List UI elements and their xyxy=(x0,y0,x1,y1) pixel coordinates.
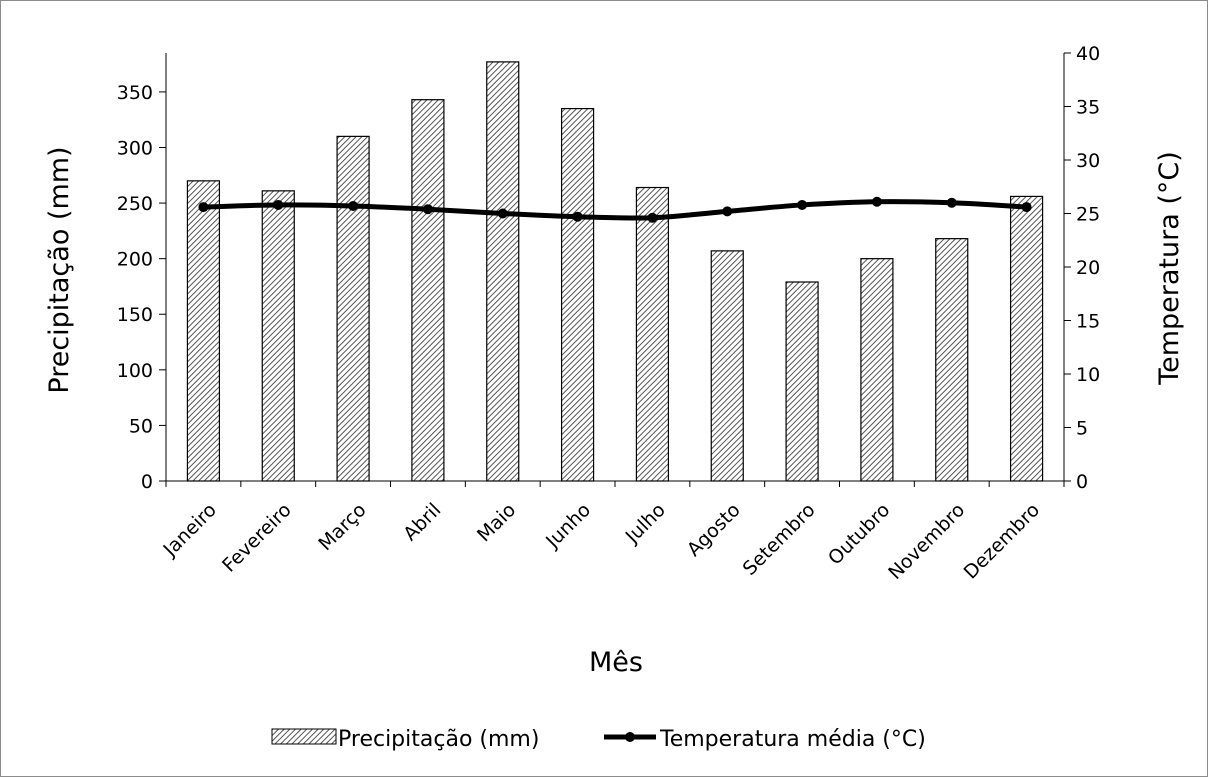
legend-swatch-precipitacao xyxy=(271,728,337,745)
temperature-point-agosto xyxy=(722,206,733,217)
bar-series xyxy=(186,61,1044,482)
y-tick-label: 150 xyxy=(117,304,153,326)
x-tick-label-março: Março xyxy=(314,499,370,555)
bar-março xyxy=(336,135,370,482)
x-axis-title: Mês xyxy=(589,647,643,678)
y-tick-label: 50 xyxy=(129,415,153,437)
y2-tick-label: 30 xyxy=(1076,150,1100,172)
temperature-point-janeiro xyxy=(198,202,209,213)
x-tick-label-junho: Junho xyxy=(541,499,595,553)
x-tick-label-novembro: Novembro xyxy=(884,499,969,584)
x-tick-label-janeiro: Janeiro xyxy=(159,499,221,561)
y-tick-label: 300 xyxy=(117,137,153,159)
y-tick-label: 200 xyxy=(117,249,153,271)
temperature-point-junho xyxy=(572,211,583,222)
temperature-point-fevereiro xyxy=(273,199,284,210)
temperature-line xyxy=(203,199,1027,221)
temperature-point-março xyxy=(348,201,359,212)
line-series xyxy=(198,196,1032,223)
temperature-point-abril xyxy=(422,204,433,215)
x-tick-label-fevereiro: Fevereiro xyxy=(218,499,296,577)
bar-agosto xyxy=(710,250,744,482)
bar-dezembro xyxy=(1009,195,1044,482)
x-tick-label-abril: Abril xyxy=(399,499,445,545)
y-tick-label: 100 xyxy=(117,360,153,382)
x-tick-label-outubro: Outubro xyxy=(824,499,894,569)
y2-tick-label: 35 xyxy=(1076,97,1100,119)
bar-julho xyxy=(635,186,670,482)
y-axis-title: Precipitação (mm) xyxy=(44,146,75,393)
legend-marker-temperatura xyxy=(625,732,635,742)
bar-outubro xyxy=(860,258,894,482)
temperature-point-outubro xyxy=(871,196,882,207)
x-tick-label-maio: Maio xyxy=(473,499,520,546)
temperature-point-maio xyxy=(497,208,508,219)
legend: Precipitação (mm) Temperatura média (°C) xyxy=(271,727,926,752)
y2-tick-label: 15 xyxy=(1076,311,1100,333)
y2-axis-title: Temperatura (°C) xyxy=(1154,151,1185,386)
temperature-point-setembro xyxy=(797,199,808,210)
y2-tick-label: 5 xyxy=(1076,418,1088,440)
temperature-point-julho xyxy=(647,212,658,223)
bar-setembro xyxy=(785,281,819,482)
bar-junho xyxy=(560,107,595,482)
bar-fevereiro xyxy=(261,190,295,482)
legend-label-precipitacao: Precipitação (mm) xyxy=(338,727,539,752)
x-tick-label-setembro: Setembro xyxy=(739,499,820,580)
bar-novembro xyxy=(935,238,969,482)
y2-tick-label: 25 xyxy=(1076,204,1100,226)
bar-maio xyxy=(486,61,520,482)
y2-tick-label: 20 xyxy=(1076,257,1100,279)
x-tick-label-agosto: Agosto xyxy=(683,499,745,561)
x-tick-label-julho: Julho xyxy=(621,499,670,548)
y-tick-label: 350 xyxy=(117,82,153,104)
y2-tick-label: 0 xyxy=(1076,471,1088,493)
y-tick-label: 0 xyxy=(141,471,153,493)
y2-tick-label: 10 xyxy=(1076,364,1100,386)
bar-abril xyxy=(411,99,445,482)
y-tick-label: 250 xyxy=(117,193,153,215)
legend-label-temperatura: Temperatura média (°C) xyxy=(659,727,926,752)
x-tick-label-dezembro: Dezembro xyxy=(960,499,1045,584)
temperature-point-novembro xyxy=(946,197,957,208)
temperature-point-dezembro xyxy=(1021,202,1032,213)
bar-janeiro xyxy=(186,180,221,482)
axes xyxy=(159,52,1071,487)
y2-tick-label: 40 xyxy=(1076,43,1100,65)
